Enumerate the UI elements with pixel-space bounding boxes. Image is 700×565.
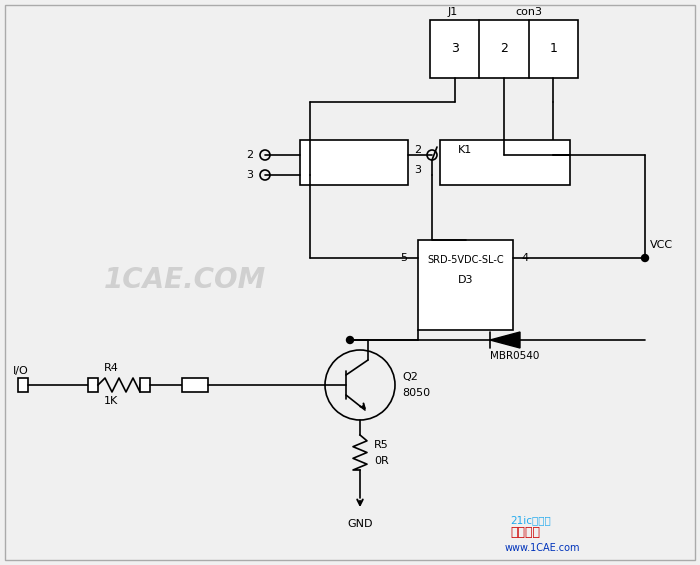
Bar <box>440 140 570 185</box>
Text: 8050: 8050 <box>402 388 430 398</box>
Text: 3: 3 <box>451 42 458 55</box>
Text: 仿真在线: 仿真在线 <box>510 527 540 540</box>
Text: 21ic电子网: 21ic电子网 <box>510 515 551 525</box>
Text: SRD-5VDC-SL-C: SRD-5VDC-SL-C <box>427 255 504 265</box>
Text: D3: D3 <box>458 275 473 285</box>
Text: 4: 4 <box>522 253 528 263</box>
Bar <box>300 140 408 185</box>
Text: GND: GND <box>347 519 372 529</box>
Bar <box>18 378 28 392</box>
Text: 3: 3 <box>246 170 253 180</box>
Bar <box>182 378 208 392</box>
Text: MBR0540: MBR0540 <box>490 351 540 361</box>
Bar <box>88 378 98 392</box>
Text: J1: J1 <box>448 7 458 17</box>
Text: 1: 1 <box>550 42 557 55</box>
Text: 3: 3 <box>414 165 421 175</box>
Text: R5: R5 <box>374 441 388 450</box>
Text: 2: 2 <box>500 42 508 55</box>
Bar <box>430 20 578 78</box>
Text: 2: 2 <box>414 145 421 155</box>
Text: 0R: 0R <box>374 455 388 466</box>
Text: K1: K1 <box>458 145 472 155</box>
Text: 1CAE.COM: 1CAE.COM <box>104 266 266 294</box>
Text: 1K: 1K <box>104 396 118 406</box>
Bar <box>418 240 513 330</box>
Text: 2: 2 <box>246 150 253 160</box>
Text: R4: R4 <box>104 363 118 373</box>
Text: Q2: Q2 <box>402 372 418 382</box>
Bar <box>140 378 150 392</box>
Text: 5: 5 <box>400 253 407 263</box>
Text: I/O: I/O <box>13 366 29 376</box>
Circle shape <box>641 254 648 262</box>
Polygon shape <box>490 332 520 348</box>
Text: www.1CAE.com: www.1CAE.com <box>505 543 580 553</box>
Text: con3: con3 <box>515 7 542 17</box>
Text: VCC: VCC <box>650 240 673 250</box>
Circle shape <box>346 337 354 344</box>
